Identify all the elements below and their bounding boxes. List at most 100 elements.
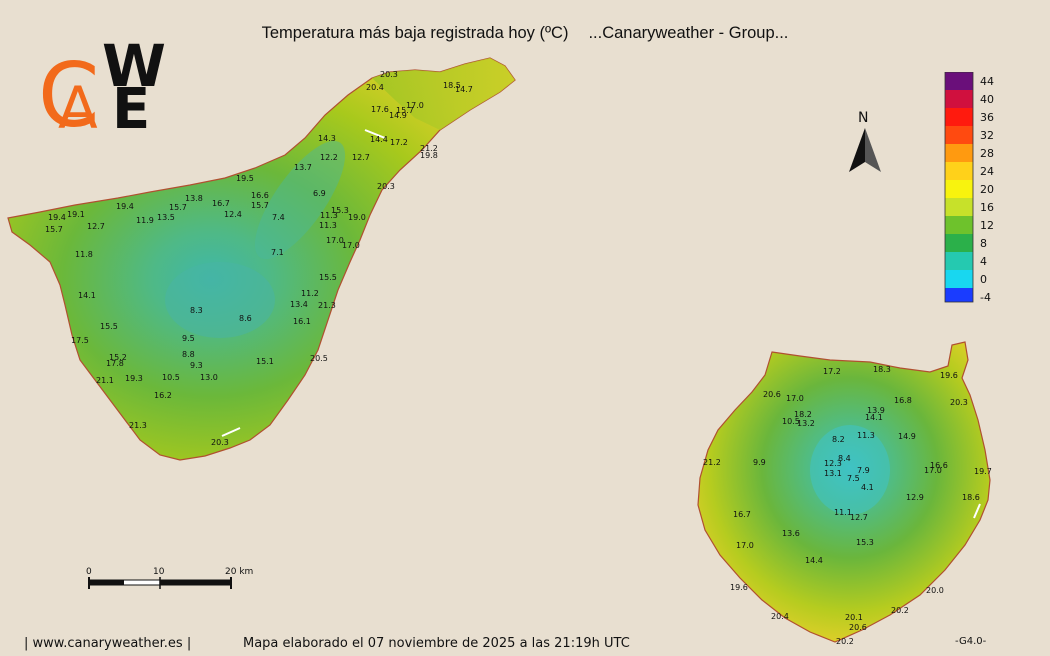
coast-marker xyxy=(221,427,241,437)
legend-label: 44 xyxy=(980,75,994,88)
station-reading: 20.6 xyxy=(763,390,781,399)
station-reading: 11.3 xyxy=(319,221,337,230)
station-reading: 15.3 xyxy=(856,538,874,547)
station-reading: 17.0 xyxy=(736,541,754,550)
station-reading: 19.4 xyxy=(48,213,66,222)
station-reading: 9.5 xyxy=(182,334,195,343)
station-reading: 17.0 xyxy=(342,241,360,250)
station-reading: 18.3 xyxy=(873,365,891,374)
station-reading: 13.1 xyxy=(824,469,842,478)
grancanaria-readings: 17.2 18.3 19.6 20.6 17.0 16.8 20.3 18.2 … xyxy=(703,365,992,646)
station-reading: 13.2 xyxy=(797,419,815,428)
station-reading: 12.4 xyxy=(224,210,242,219)
station-reading: 16.6 xyxy=(930,461,948,470)
station-reading: 20.4 xyxy=(771,612,789,621)
la-esperanza-ridge xyxy=(254,140,346,260)
station-reading: 6.9 xyxy=(313,189,326,198)
svg-text:A: A xyxy=(58,74,98,133)
station-reading: 16.7 xyxy=(733,510,751,519)
station-reading: 12.7 xyxy=(352,153,370,162)
legend-label: 20 xyxy=(980,183,994,196)
svg-text:C: C xyxy=(40,44,99,133)
station-reading: 13.7 xyxy=(294,163,312,172)
legend-bar xyxy=(944,72,974,303)
map-title: Temperatura más baja registrada hoy (ºC)… xyxy=(0,24,1050,43)
station-reading: 20.2 xyxy=(891,606,909,615)
station-reading: 17.0 xyxy=(326,236,344,245)
tenerife-readings: 20.3 20.4 18.5 14.7 17.6 15.7 17.0 14.9 … xyxy=(45,70,473,447)
station-reading: 19.6 xyxy=(940,371,958,380)
station-reading: 21.2 xyxy=(703,458,721,467)
station-reading: 12.3 xyxy=(824,459,842,468)
station-reading: 12.7 xyxy=(850,513,868,522)
station-reading: 15.2 xyxy=(109,353,127,362)
station-reading: 14.4 xyxy=(805,556,823,565)
station-reading: 13.6 xyxy=(782,529,800,538)
legend-label: 4 xyxy=(980,255,987,268)
station-reading: 4.1 xyxy=(861,483,874,492)
station-reading: 20.4 xyxy=(366,83,384,92)
station-reading: 21.3 xyxy=(129,421,147,430)
station-reading: 21.3 xyxy=(318,301,336,310)
station-reading: 7.9 xyxy=(857,466,870,475)
legend-label: 8 xyxy=(980,237,987,250)
tenerife-island xyxy=(7,57,516,461)
station-reading: 12.7 xyxy=(87,222,105,231)
station-reading: 21.2 xyxy=(420,144,438,153)
station-reading: 20.3 xyxy=(211,438,229,447)
station-reading: 7.1 xyxy=(271,248,284,257)
station-reading: 20.3 xyxy=(950,398,968,407)
station-reading: 18.5 xyxy=(443,81,461,90)
map-caption: Mapa elaborado el 07 noviembre de 2025 a… xyxy=(243,636,630,651)
station-reading: 11.3 xyxy=(320,211,338,220)
station-reading: 17.6 xyxy=(371,105,389,114)
station-reading: 16.1 xyxy=(293,317,311,326)
station-reading: 15.3 xyxy=(331,206,349,215)
station-reading: 18.6 xyxy=(962,493,980,502)
station-reading: 8.3 xyxy=(190,306,203,315)
station-reading: 17.0 xyxy=(924,466,942,475)
station-reading: 15.5 xyxy=(100,322,118,331)
station-reading: 17.2 xyxy=(390,138,408,147)
station-reading: 14.3 xyxy=(318,134,336,143)
station-reading: 15.7 xyxy=(251,201,269,210)
station-reading: 12.2 xyxy=(320,153,338,162)
station-reading: 19.1 xyxy=(67,210,85,219)
website-link[interactable]: | www.canaryweather.es | xyxy=(24,636,192,651)
svg-text:E: E xyxy=(112,77,150,133)
station-reading: 16.8 xyxy=(894,396,912,405)
station-reading: 12.9 xyxy=(906,493,924,502)
station-reading: 17.2 xyxy=(823,367,841,376)
north-label: N xyxy=(858,110,868,126)
scale-bar: 0 10 20 km xyxy=(86,567,253,589)
station-reading: 11.8 xyxy=(75,250,93,259)
station-reading: 13.0 xyxy=(200,373,218,382)
station-reading: 13.5 xyxy=(157,213,175,222)
legend-label: 0 xyxy=(980,273,987,286)
station-reading: 19.5 xyxy=(236,174,254,183)
station-reading: 18.2 xyxy=(794,410,812,419)
station-reading: 15.7 xyxy=(396,106,414,115)
station-reading: 13.8 xyxy=(185,194,203,203)
scale-tick: 10 xyxy=(153,567,165,577)
station-reading: 20.5 xyxy=(310,354,328,363)
station-reading: 21.1 xyxy=(96,376,114,385)
station-reading: 14.7 xyxy=(455,85,473,94)
legend-label: 36 xyxy=(980,111,994,124)
legend-label: 28 xyxy=(980,147,994,160)
station-reading: 8.4 xyxy=(838,454,851,463)
station-reading: 19.6 xyxy=(730,583,748,592)
svg-text:W: W xyxy=(102,38,166,100)
legend-label: 16 xyxy=(980,201,994,214)
station-reading: 19.0 xyxy=(348,213,366,222)
station-reading: 17.8 xyxy=(106,359,124,368)
station-reading: 20.3 xyxy=(380,70,398,79)
station-reading: 19.7 xyxy=(974,467,992,476)
legend-label: 12 xyxy=(980,219,994,232)
station-reading: 20.1 xyxy=(845,613,863,622)
station-reading: 15.7 xyxy=(45,225,63,234)
anaga-highland xyxy=(372,58,515,130)
station-reading: 20.0 xyxy=(926,586,944,595)
station-reading: 7.4 xyxy=(272,213,285,222)
